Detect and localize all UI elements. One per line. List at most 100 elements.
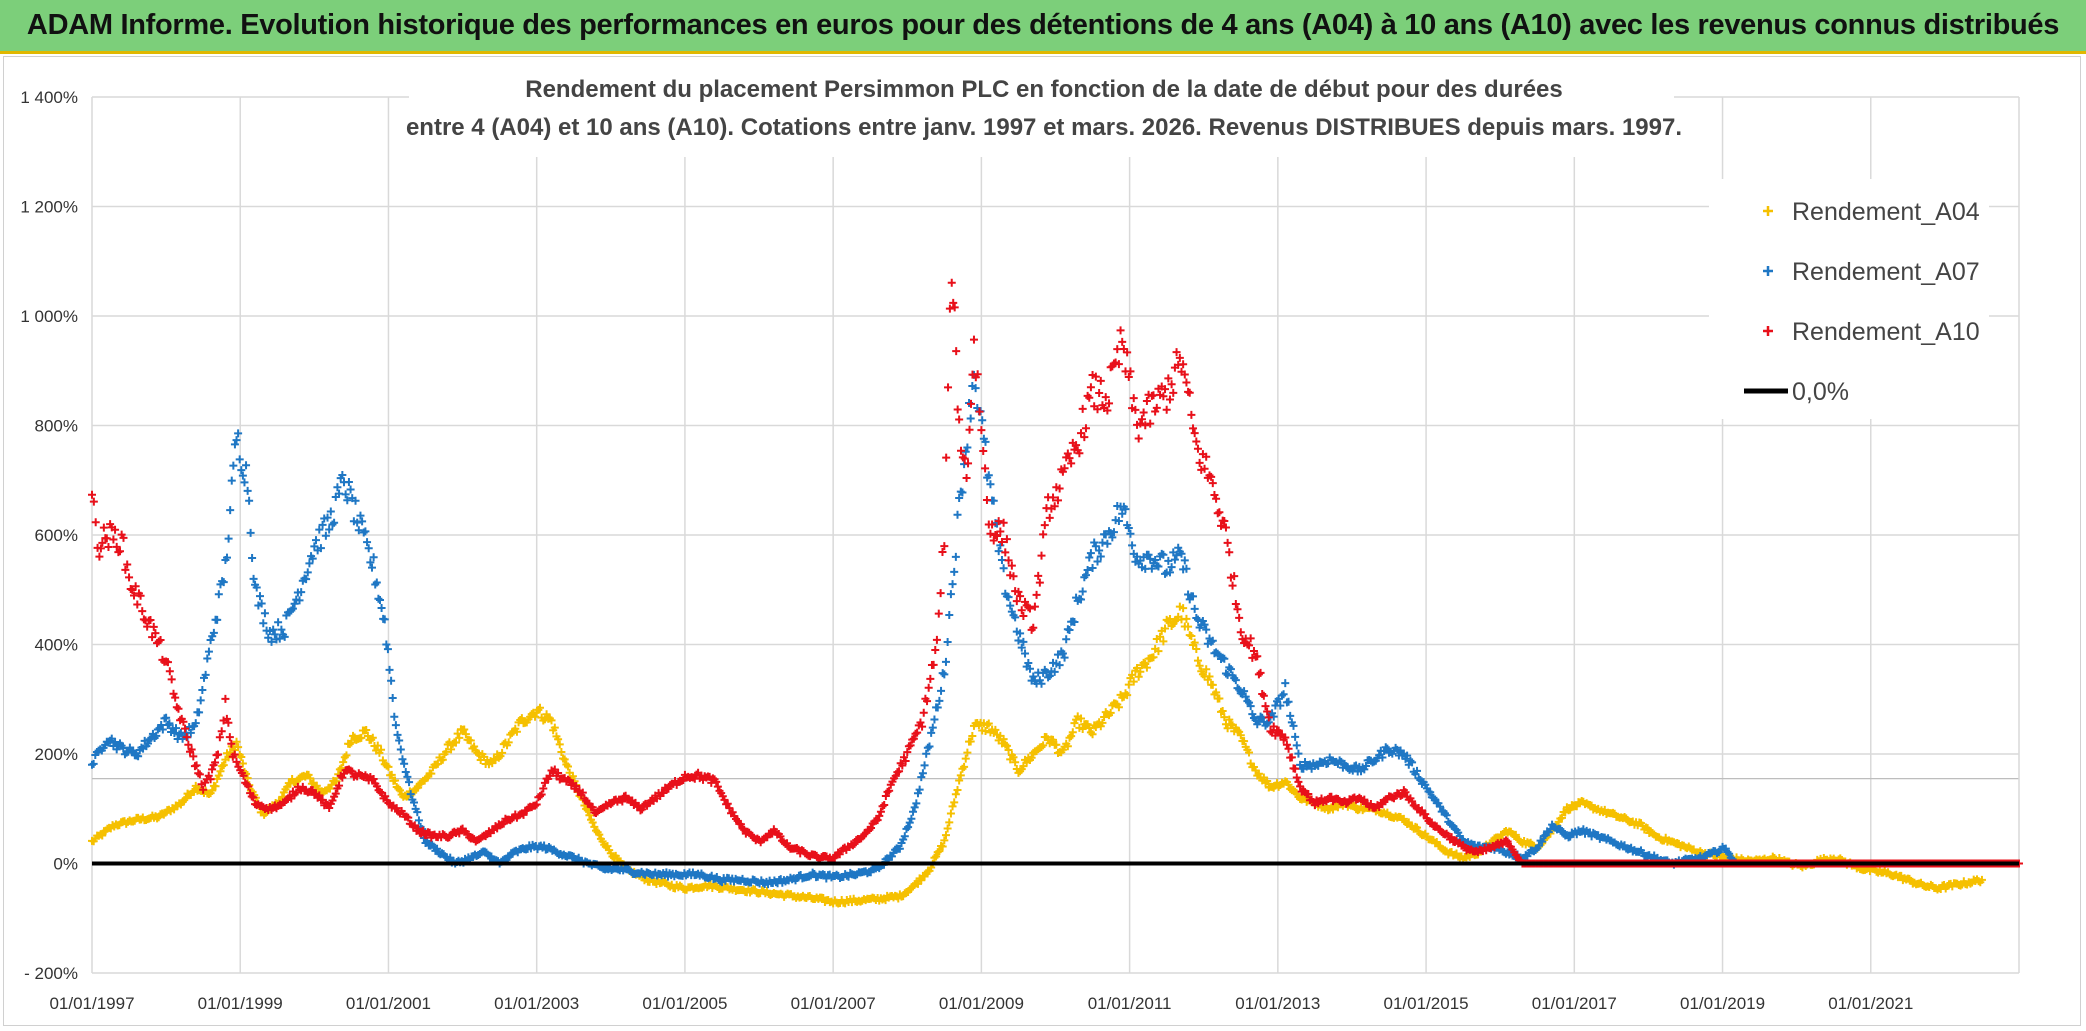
data-point [257, 599, 266, 608]
data-point [174, 704, 183, 713]
data-point [1287, 753, 1296, 762]
data-point [1289, 721, 1298, 730]
data-point [1235, 685, 1244, 694]
data-point [249, 574, 258, 583]
data-point [505, 852, 514, 861]
data-point [321, 531, 330, 540]
data-point [1093, 557, 1102, 566]
data-point [214, 590, 223, 599]
data-point [895, 844, 904, 853]
data-point [1144, 550, 1153, 559]
x-tick-label: 01/01/2017 [1532, 994, 1617, 1013]
y-tick-label: 1 000% [20, 307, 78, 326]
data-point [1077, 595, 1086, 604]
data-point [1045, 513, 1054, 522]
data-point [953, 510, 962, 519]
data-point [1037, 679, 1046, 688]
data-point [1159, 550, 1168, 559]
data-point [966, 414, 975, 423]
data-point [1078, 587, 1087, 596]
data-point [385, 665, 394, 674]
data-point [531, 801, 540, 810]
data-point [1264, 713, 1273, 722]
data-point [999, 564, 1008, 573]
data-point [1142, 663, 1151, 672]
data-point [981, 464, 990, 473]
data-point [1017, 643, 1026, 652]
data-point [1221, 669, 1230, 678]
data-point [1248, 710, 1257, 719]
data-point [146, 616, 155, 625]
data-point [1406, 756, 1415, 765]
data-point [1159, 392, 1168, 401]
y-tick-label: - 200% [24, 964, 78, 983]
y-tick-label: 400% [35, 636, 78, 655]
data-point [960, 762, 969, 771]
data-point [973, 370, 982, 379]
data-point [1208, 479, 1217, 488]
data-point [1193, 615, 1202, 624]
data-point [876, 807, 885, 816]
data-point [1123, 691, 1132, 700]
data-point [1413, 766, 1422, 775]
data-point [1067, 732, 1076, 741]
data-point [504, 738, 513, 747]
data-point [377, 604, 386, 613]
data-point [204, 647, 213, 656]
data-point [387, 770, 396, 779]
data-point [1065, 733, 1074, 742]
data-point [406, 790, 415, 799]
data-point [361, 527, 370, 536]
data-point [403, 772, 412, 781]
data-point [945, 304, 954, 313]
x-tick-label: 01/01/2021 [1828, 994, 1913, 1013]
data-point [1161, 624, 1170, 633]
data-point [636, 806, 645, 815]
data-point [338, 773, 347, 782]
data-point [981, 726, 990, 735]
data-point [1240, 687, 1249, 696]
data-point [419, 826, 428, 835]
data-point [447, 745, 456, 754]
data-point [512, 727, 521, 736]
data-point [919, 708, 928, 717]
data-point [1103, 539, 1112, 548]
data-point [328, 796, 337, 805]
data-point [1294, 749, 1303, 758]
data-point [1088, 563, 1097, 572]
data-point [944, 383, 953, 392]
data-point [167, 675, 176, 684]
data-point [363, 538, 372, 547]
data-point [342, 751, 351, 760]
data-point [1175, 353, 1184, 362]
data-point [903, 748, 912, 757]
data-point [940, 670, 949, 679]
data-point [290, 599, 299, 608]
data-point [165, 719, 174, 728]
data-point [269, 625, 278, 634]
data-point [1193, 444, 1202, 453]
data-point [99, 523, 108, 532]
data-point [978, 416, 987, 425]
data-point [232, 436, 241, 445]
data-point [965, 425, 974, 434]
data-point [1152, 561, 1161, 570]
data-point [1114, 517, 1123, 526]
data-point [1241, 692, 1250, 701]
data-point [227, 476, 236, 485]
data-point [923, 743, 932, 752]
page-title: ADAM Informe. Evolution historique des p… [26, 9, 2060, 41]
data-point [938, 669, 947, 678]
data-point [305, 559, 314, 568]
data-point [1223, 538, 1232, 547]
data-point [1263, 776, 1272, 785]
data-point [905, 818, 914, 827]
data-point [1004, 593, 1013, 602]
data-point [143, 739, 152, 748]
data-point [935, 847, 944, 856]
data-point [1063, 449, 1072, 458]
data-point [375, 595, 384, 604]
data-point [310, 542, 319, 551]
data-point [234, 743, 243, 752]
data-point [372, 578, 381, 587]
